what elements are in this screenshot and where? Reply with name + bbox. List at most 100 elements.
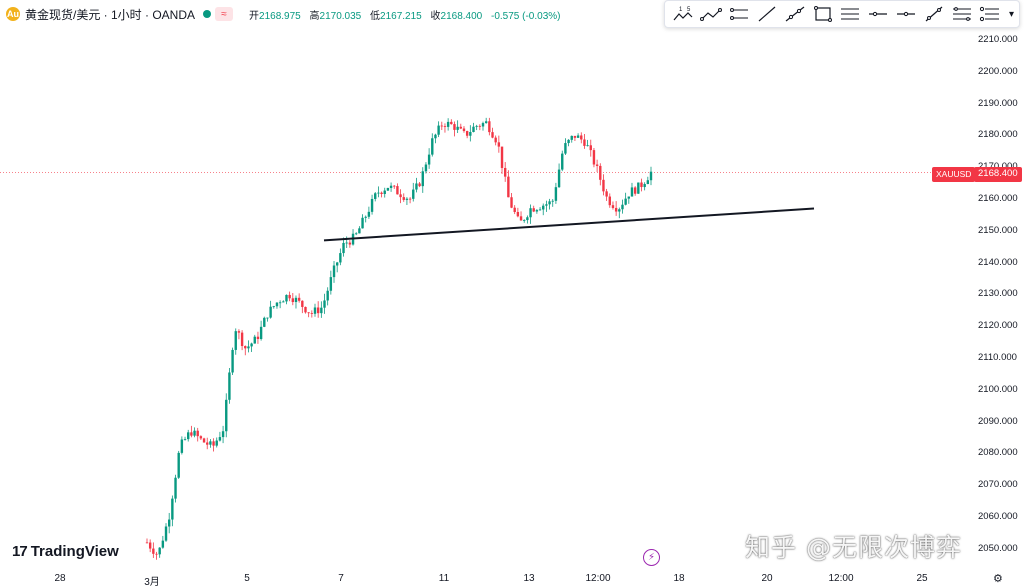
candle-body	[602, 179, 605, 192]
parallel-channel-tool[interactable]	[837, 1, 865, 27]
candle-body	[643, 184, 646, 188]
candle-body	[453, 124, 456, 130]
time-axis[interactable]: 28 3月 5 7 11 13 12:00 18 20 12:00 25	[0, 570, 970, 588]
candle-body	[275, 302, 279, 307]
candle-body	[285, 294, 288, 302]
price-tick-label: 2140.000	[978, 256, 1018, 268]
candle-body	[348, 242, 352, 245]
price-tick-label: 2150.000	[978, 224, 1018, 236]
price-tick-label: 2130.000	[978, 288, 1018, 300]
candle-body	[167, 519, 171, 527]
horizontal-segment-tool[interactable]	[892, 1, 920, 27]
candle-body	[215, 440, 218, 446]
candle-body	[202, 438, 206, 443]
candle-body	[440, 125, 443, 127]
candle-body	[269, 306, 272, 318]
lightning-icon[interactable]: ⚡	[643, 549, 660, 566]
regression-tool[interactable]	[976, 1, 1004, 27]
info-line-tool[interactable]	[920, 1, 948, 27]
candle-body	[367, 211, 371, 217]
horizontal-line-tool[interactable]	[864, 1, 892, 27]
rectangle-tool[interactable]	[809, 1, 837, 27]
candle-body	[377, 192, 380, 194]
candle-body	[431, 138, 434, 155]
candle-body	[532, 208, 535, 212]
candle-body	[418, 183, 421, 187]
candle-body	[393, 185, 396, 187]
candle-body	[355, 233, 358, 235]
candle-body	[459, 126, 463, 129]
candle-body	[545, 204, 548, 206]
path-tool[interactable]	[697, 1, 725, 27]
tradingview-logo[interactable]: 17 TradingView	[12, 543, 119, 560]
rectangle-icon	[813, 6, 832, 22]
trendline[interactable]	[323, 207, 815, 242]
candle-body	[434, 134, 437, 139]
candle-body	[326, 290, 329, 301]
tradingview-mark-icon: 17	[12, 543, 28, 560]
candle-body	[161, 540, 165, 548]
time-tick-label: 18	[673, 573, 685, 584]
time-tick-label: 12:00	[828, 573, 854, 584]
candle-body	[608, 196, 611, 206]
price-tick-label: 2060.000	[978, 511, 1018, 522]
candle-body	[313, 307, 317, 314]
wave-indicator-icon[interactable]: ≈	[215, 7, 234, 21]
horizontal-ray-tool[interactable]	[725, 1, 753, 27]
candle-body	[158, 547, 161, 555]
candle-body	[218, 437, 222, 441]
candle-body	[576, 135, 580, 138]
high-value: 2170.035	[319, 10, 362, 22]
candle-body	[399, 194, 402, 198]
time-tick-label: 12:00	[585, 573, 611, 584]
candle-body	[412, 189, 415, 199]
candle-body	[221, 431, 225, 438]
candle-body	[583, 139, 586, 146]
gold-symbol-icon: Au	[6, 7, 20, 21]
horizontal-line-icon	[869, 11, 888, 17]
candles-group	[145, 117, 653, 560]
time-tick-label: 3月	[144, 577, 160, 588]
axis-settings-icon[interactable]: ⚙	[993, 573, 1003, 585]
candle-body	[592, 150, 596, 165]
candle-body	[332, 265, 336, 278]
open-value: 2168.975	[259, 10, 301, 22]
symbol-legend[interactable]: Au 黄金现货/美元 · 1小时 · OANDA ≈ 开2168.975 高21…	[6, 5, 561, 23]
candle-body	[174, 477, 177, 499]
time-tick-label: 13	[523, 573, 535, 584]
candle-body	[618, 209, 621, 212]
candle-body	[481, 123, 485, 127]
trend-line-icon	[758, 6, 776, 22]
candle-body	[535, 210, 539, 212]
candle-body	[405, 198, 409, 200]
trend-line-tool[interactable]	[753, 1, 781, 27]
candle-body	[589, 145, 592, 151]
candle-body	[450, 121, 453, 125]
candle-body	[196, 430, 199, 437]
candle-body	[329, 277, 333, 291]
fib-channel-tool[interactable]	[948, 1, 976, 27]
candle-body	[624, 198, 627, 205]
watermark: 知乎 @无限次博弈	[745, 533, 962, 562]
price-chart[interactable]	[0, 0, 970, 570]
open-label: 开	[249, 10, 260, 22]
candle-body	[152, 548, 155, 554]
price-axis[interactable]: 2210.000 2200.000 2190.000 2180.000 2170.000…	[970, 28, 1024, 570]
toolbar-expand-button[interactable]: ▾	[1004, 1, 1019, 27]
candle-body	[180, 439, 184, 453]
candle-body	[187, 432, 190, 440]
candle-body	[564, 143, 567, 154]
extended-line-tool[interactable]	[781, 1, 809, 27]
candle-body	[424, 164, 428, 172]
extended-line-icon	[785, 6, 805, 22]
candle-body	[339, 253, 342, 263]
candle-body	[443, 126, 447, 127]
symbol-title[interactable]: 黄金现货/美元 · 1小时 · OANDA	[25, 7, 196, 22]
wave-pattern-tool[interactable]: 1 5	[669, 1, 697, 27]
candle-body	[488, 121, 491, 133]
candle-body	[580, 135, 583, 140]
candle-body	[637, 182, 640, 194]
wave-pattern-icon: 1 5	[673, 7, 693, 21]
candle-body	[374, 193, 377, 199]
candle-body	[171, 498, 174, 520]
